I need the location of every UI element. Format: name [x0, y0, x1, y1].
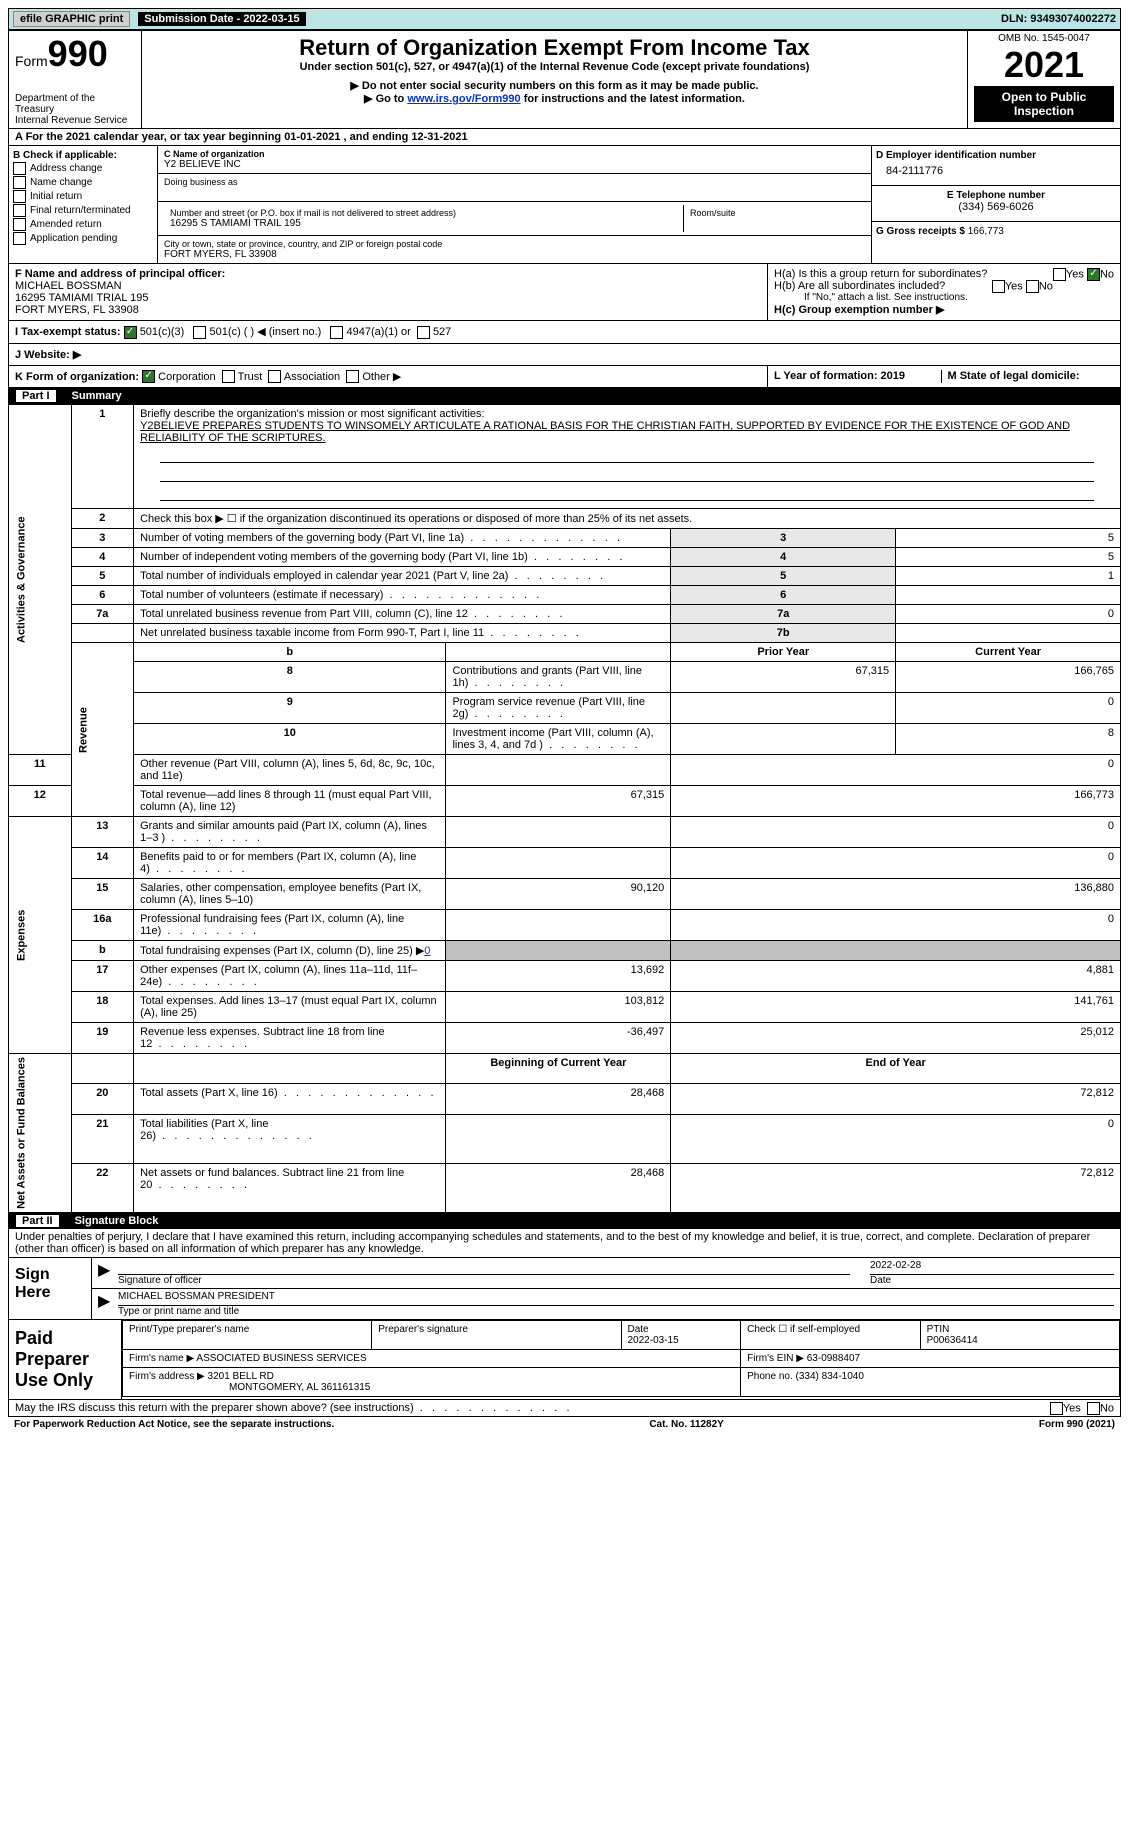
- org-name: Y2 BELIEVE INC: [164, 159, 865, 170]
- side-activities: Activities & Governance: [9, 405, 72, 755]
- chk-initial[interactable]: Initial return: [13, 190, 153, 203]
- room-label: Room/suite: [690, 208, 859, 218]
- paid-preparer: Paid Preparer Use Only Print/Type prepar…: [8, 1320, 1121, 1400]
- sig-date: 2022-02-28: [870, 1260, 1114, 1275]
- form-990-label: Form990: [15, 33, 135, 75]
- efile-button[interactable]: efile GRAPHIC print: [13, 11, 130, 27]
- h-note: If "No," attach a list. See instructions…: [774, 292, 1114, 303]
- hc-row: H(c) Group exemption number ▶: [774, 303, 1114, 316]
- city: FORT MYERS, FL 33908: [164, 249, 865, 260]
- dept-label: Department of the Treasury: [15, 93, 135, 115]
- chk-app[interactable]: Application pending: [13, 232, 153, 245]
- part-ii-header: Part II Signature Block: [8, 1213, 1121, 1229]
- declaration: Under penalties of perjury, I declare th…: [8, 1229, 1121, 1258]
- hb-row: H(b) Are all subordinates included? Yes …: [774, 280, 1114, 292]
- officer-label: F Name and address of principal officer:: [15, 268, 761, 280]
- open-inspection: Open to Public Inspection: [974, 86, 1114, 122]
- row-l: L Year of formation: 2019: [774, 370, 941, 384]
- col-b-label: B Check if applicable:: [13, 150, 153, 161]
- irs-link[interactable]: www.irs.gov/Form990: [407, 93, 520, 105]
- ha-row: H(a) Is this a group return for subordin…: [774, 268, 1114, 280]
- form-header: Form990 Department of the Treasury Inter…: [8, 30, 1121, 129]
- side-netassets: Net Assets or Fund Balances: [9, 1054, 72, 1213]
- row-m: M State of legal domicile:: [941, 370, 1115, 384]
- chk-amended[interactable]: Amended return: [13, 218, 153, 231]
- officer-addr1: 16295 TAMIAMI TRIAL 195: [15, 292, 761, 304]
- footer: For Paperwork Reduction Act Notice, see …: [8, 1417, 1121, 1432]
- date-label: Date: [870, 1275, 1114, 1286]
- phone-label: E Telephone number: [876, 190, 1116, 201]
- side-revenue: Revenue: [71, 643, 134, 817]
- irs-label: Internal Revenue Service: [15, 115, 135, 126]
- dln: DLN: 93493074002272: [1001, 13, 1116, 25]
- sign-here: Sign Here ▶ Signature of officer 2022-02…: [8, 1258, 1121, 1320]
- year-box: 2021: [974, 44, 1114, 86]
- discuss-row: May the IRS discuss this return with the…: [8, 1400, 1121, 1417]
- cat-no: Cat. No. 11282Y: [649, 1419, 723, 1430]
- receipts: 166,773: [968, 226, 1004, 237]
- top-bar: efile GRAPHIC print Submission Date - 20…: [8, 8, 1121, 30]
- form-id: Form 990 (2021): [1039, 1419, 1115, 1430]
- officer-addr2: FORT MYERS, FL 33908: [15, 304, 761, 316]
- ein-label: D Employer identification number: [876, 150, 1116, 161]
- chk-name[interactable]: Name change: [13, 176, 153, 189]
- row-klm: K Form of organization: Corporation Trus…: [8, 366, 1121, 389]
- street-label: Number and street (or P.O. box if mail i…: [170, 208, 677, 218]
- l2: Check this box ▶ ☐ if the organization d…: [134, 509, 1121, 529]
- officer-name: MICHAEL BOSSMAN: [15, 280, 761, 292]
- submission-date: Submission Date - 2022-03-15: [138, 12, 305, 26]
- row-j: J Website: ▶: [8, 344, 1121, 366]
- note-ssn: ▶ Do not enter social security numbers o…: [146, 79, 963, 92]
- ein: 84-2111776: [876, 161, 1116, 181]
- form-subtitle: Under section 501(c), 527, or 4947(a)(1)…: [146, 61, 963, 73]
- name-label: C Name of organization: [164, 149, 865, 159]
- section-bcd: B Check if applicable: Address change Na…: [8, 146, 1121, 264]
- side-expenses: Expenses: [9, 817, 72, 1054]
- chk-addr[interactable]: Address change: [13, 162, 153, 175]
- name-title-label: Type or print name and title: [118, 1306, 1114, 1317]
- officer-print-name: MICHAEL BOSSMAN PRESIDENT: [118, 1291, 1114, 1306]
- street: 16295 S TAMIAMI TRAIL 195: [170, 218, 677, 229]
- chk-final[interactable]: Final return/terminated: [13, 204, 153, 217]
- dba-label: Doing business as: [164, 177, 865, 187]
- summary-table: Activities & Governance 1 Briefly descri…: [8, 404, 1121, 1213]
- preparer-label: Paid Preparer Use Only: [9, 1320, 121, 1399]
- l1-text: Y2BELIEVE PREPARES STUDENTS TO WINSOMELY…: [140, 420, 1070, 444]
- row-i: I Tax-exempt status: 501(c)(3) 501(c) ( …: [8, 321, 1121, 344]
- sign-label: Sign Here: [9, 1258, 91, 1319]
- row-a: A For the 2021 calendar year, or tax yea…: [8, 129, 1121, 146]
- sig-officer-label: Signature of officer: [118, 1275, 850, 1286]
- paperwork: For Paperwork Reduction Act Notice, see …: [14, 1419, 334, 1430]
- note-goto: ▶ Go to www.irs.gov/Form990 for instruct…: [146, 92, 963, 105]
- part-i-header: Part I Summary: [8, 388, 1121, 404]
- l1-label: Briefly describe the organization's miss…: [140, 408, 484, 420]
- col-c: C Name of organization Y2 BELIEVE INC Do…: [157, 146, 872, 263]
- form-title: Return of Organization Exempt From Incom…: [146, 35, 963, 61]
- col-d: D Employer identification number 84-2111…: [872, 146, 1120, 263]
- omb-label: OMB No. 1545-0047: [974, 33, 1114, 44]
- row-f-h: F Name and address of principal officer:…: [8, 264, 1121, 321]
- city-label: City or town, state or province, country…: [164, 239, 865, 249]
- col-b: B Check if applicable: Address change Na…: [9, 146, 157, 263]
- receipts-label: G Gross receipts $: [876, 226, 968, 237]
- phone: (334) 569-6026: [876, 201, 1116, 213]
